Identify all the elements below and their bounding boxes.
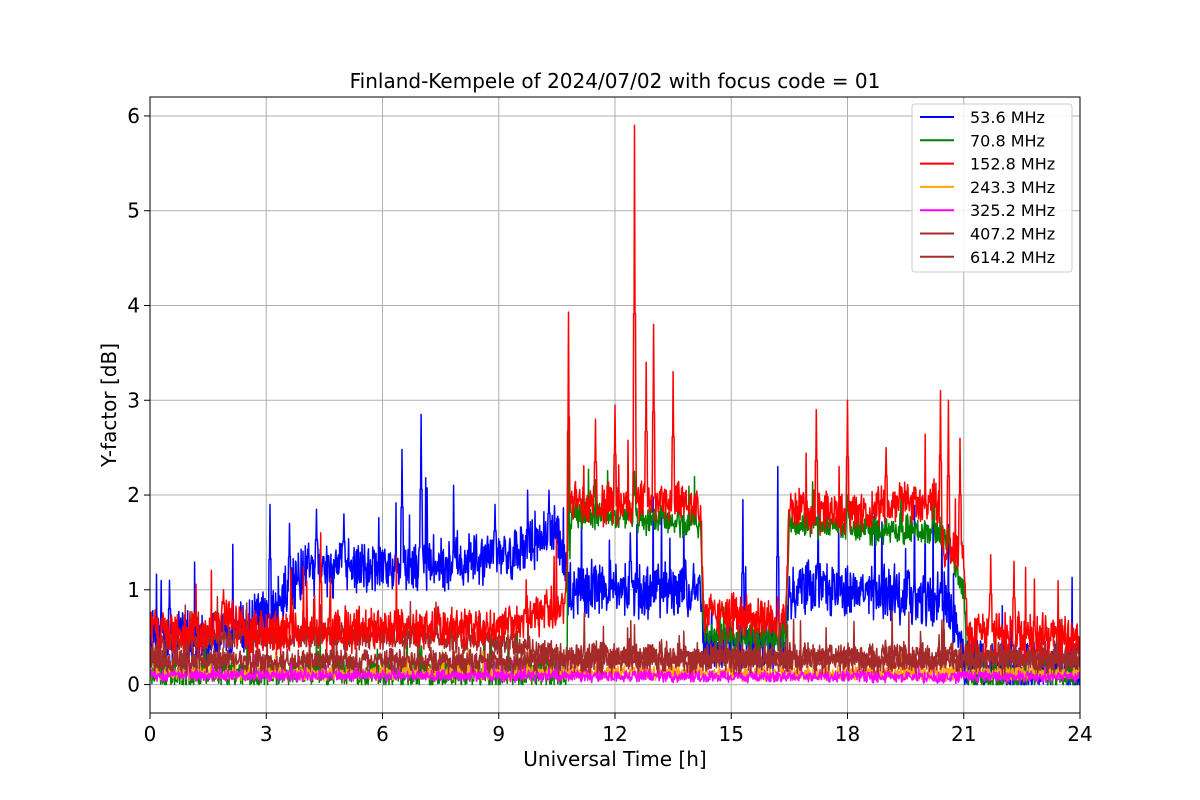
x-tick-label: 0 [144,722,157,746]
x-axis-label: Universal Time [h] [523,747,706,771]
y-axis-label: Y-factor [dB] [97,343,121,468]
x-tick-label: 9 [492,722,505,746]
series-line [150,654,1080,685]
legend-label: 614.2 MHz [970,248,1055,267]
legend-label: 152.8 MHz [970,155,1055,174]
y-axis-ticks: 0 1 2 3 4 5 6 [127,104,150,697]
x-tick-label: 3 [260,722,273,746]
x-tick-label: 15 [719,722,744,746]
y-tick-label: 3 [127,388,140,412]
x-tick-label: 24 [1067,722,1092,746]
x-tick-label: 6 [376,722,389,746]
legend-label: 70.8 MHz [970,131,1045,150]
legend-label: 53.6 MHz [970,108,1045,127]
legend-label: 243.3 MHz [970,178,1055,197]
legend-label: 325.2 MHz [970,201,1055,220]
x-axis-ticks: 0 3 6 9 12 15 18 21 24 [144,713,1093,746]
y-tick-label: 4 [127,293,140,317]
legend: 53.6 MHz 70.8 MHz 152.8 MHz 243.3 MHz 325.2… [911,103,1073,273]
y-tick-label: 6 [127,104,140,128]
legend-box [911,103,1073,273]
chart-title: Finland-Kempele of 2024/07/02 with focus… [350,69,881,93]
series-group [150,124,1080,686]
y-tick-label: 1 [127,578,140,602]
y-tick-label: 0 [127,673,140,697]
series-line [150,124,1080,659]
y-tick-label: 5 [127,199,140,223]
x-tick-label: 21 [951,722,976,746]
x-tick-label: 12 [602,722,627,746]
y-tick-label: 2 [127,483,140,507]
legend-label: 407.2 MHz [970,225,1055,244]
x-tick-label: 18 [835,722,860,746]
series-line [150,647,1080,683]
